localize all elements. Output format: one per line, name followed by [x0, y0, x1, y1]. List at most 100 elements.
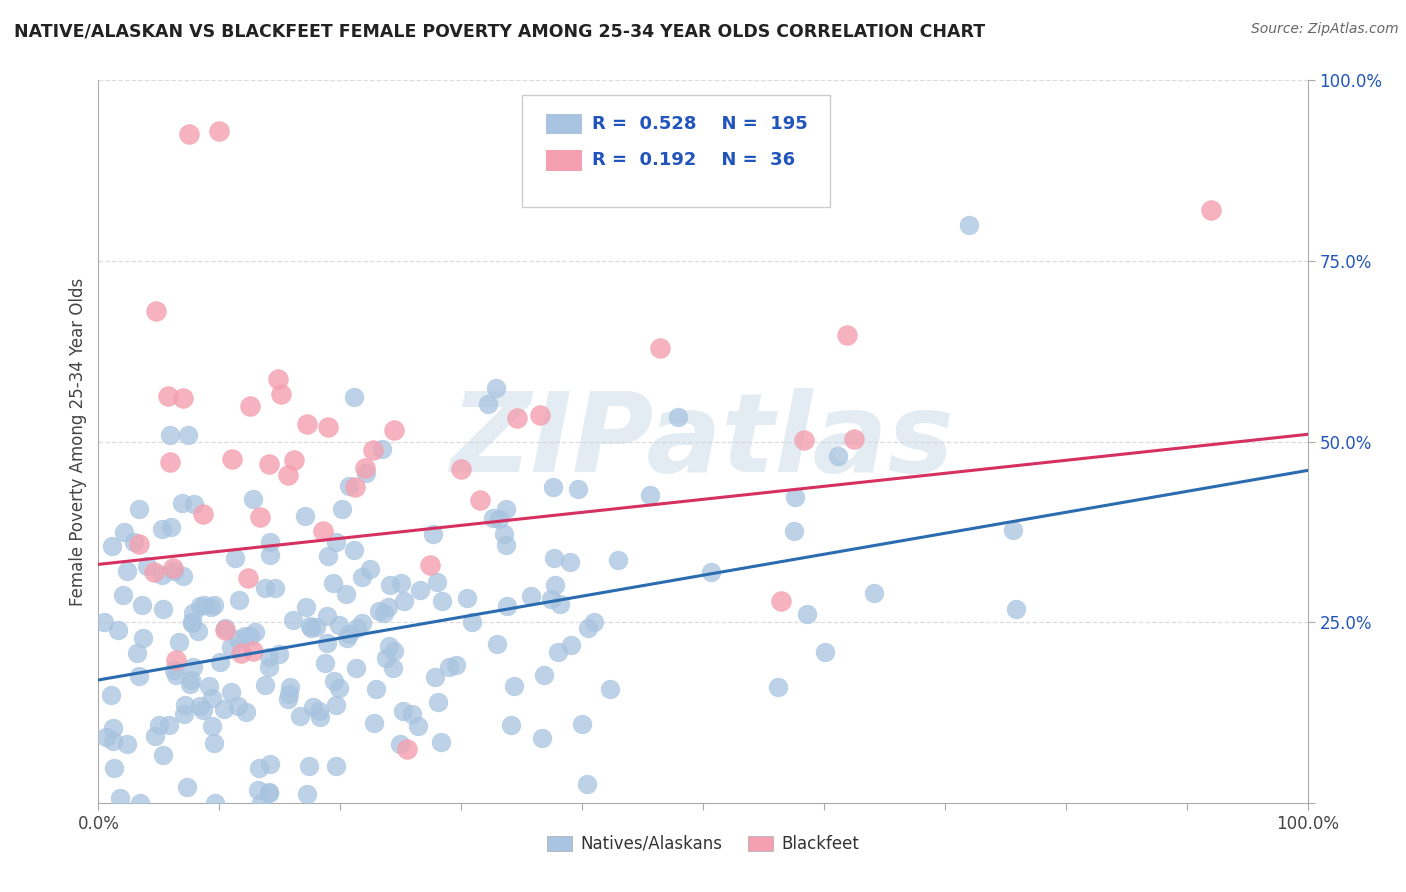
Point: [208, 656, 231, 670]
Point: [582, 615, 605, 630]
Point: [112, 525, 135, 540]
Point: [159, 428, 181, 442]
Point: [108, 791, 131, 805]
Point: [576, 621, 599, 635]
Point: [700, 565, 723, 579]
Point: [450, 462, 472, 476]
Point: [607, 553, 630, 567]
Point: [177, 428, 200, 442]
Point: [299, 619, 322, 633]
Point: [281, 614, 304, 628]
Point: [132, 631, 155, 645]
Point: [180, 673, 202, 687]
Point: [796, 607, 818, 621]
Point: [392, 704, 415, 718]
Point: [344, 480, 367, 494]
Point: [193, 703, 215, 717]
Point: [267, 647, 290, 661]
Point: [179, 676, 201, 690]
Point: [560, 555, 582, 569]
Point: [395, 741, 418, 756]
Point: [253, 581, 276, 595]
Point: [190, 599, 212, 614]
Point: [378, 640, 401, 654]
Point: [316, 549, 339, 564]
Point: [842, 433, 865, 447]
Point: [228, 593, 250, 607]
Point: [202, 736, 225, 750]
Point: [766, 681, 789, 695]
Point: [827, 450, 849, 464]
Point: [461, 615, 484, 629]
Point: [93, 615, 115, 629]
Point: [200, 599, 222, 614]
Point: [100, 688, 122, 702]
Point: [214, 621, 236, 635]
Point: [172, 569, 194, 583]
Point: [325, 759, 347, 773]
Point: [373, 606, 395, 620]
Point: [115, 737, 138, 751]
Point: [198, 679, 221, 693]
Point: [308, 710, 330, 724]
Text: R =  0.528    N =  195: R = 0.528 N = 195: [592, 115, 807, 133]
Point: [267, 372, 290, 386]
Point: [152, 747, 174, 762]
Point: [1199, 203, 1222, 218]
FancyBboxPatch shape: [546, 114, 582, 135]
Point: [277, 692, 299, 706]
Point: [506, 411, 529, 425]
Text: Source: ZipAtlas.com: Source: ZipAtlas.com: [1251, 22, 1399, 37]
Point: [243, 624, 266, 639]
Point: [152, 602, 174, 616]
FancyBboxPatch shape: [546, 151, 582, 170]
Point: [325, 535, 347, 549]
Point: [482, 511, 505, 525]
Point: [419, 558, 441, 573]
Point: [315, 608, 337, 623]
Point: [529, 408, 551, 422]
Point: [499, 717, 522, 731]
Point: [277, 468, 299, 483]
Point: [485, 381, 508, 395]
Point: [278, 687, 301, 701]
Point: [135, 559, 157, 574]
Point: [377, 599, 399, 614]
FancyBboxPatch shape: [522, 95, 830, 207]
Point: [299, 621, 322, 635]
Point: [485, 637, 508, 651]
Point: [257, 457, 280, 471]
Point: [547, 645, 569, 659]
Point: [122, 535, 145, 549]
Point: [112, 588, 135, 602]
Point: [259, 756, 281, 771]
Point: [250, 796, 273, 810]
Point: [531, 731, 554, 745]
Point: [228, 698, 250, 713]
Point: [288, 708, 311, 723]
Point: [364, 681, 387, 696]
Point: [312, 524, 335, 538]
Point: [544, 578, 567, 592]
Point: [145, 304, 167, 318]
Point: [495, 502, 517, 516]
Point: [783, 491, 806, 505]
Point: [409, 582, 432, 597]
Point: [353, 461, 375, 475]
Point: [495, 538, 517, 552]
Text: ZIPatlas: ZIPatlas: [451, 388, 955, 495]
Text: NATIVE/ALASKAN VS BLACKFEET FEMALE POVERTY AMONG 25-34 YEAR OLDS CORRELATION CHA: NATIVE/ALASKAN VS BLACKFEET FEMALE POVER…: [14, 22, 986, 40]
Point: [406, 719, 429, 733]
Point: [162, 561, 184, 575]
Point: [533, 668, 555, 682]
Point: [128, 669, 150, 683]
Point: [575, 777, 598, 791]
Point: [382, 423, 405, 437]
Point: [297, 417, 319, 432]
Point: [257, 784, 280, 798]
Point: [337, 478, 360, 492]
Point: [335, 587, 357, 601]
Point: [429, 735, 451, 749]
Point: [283, 453, 305, 467]
Point: [176, 780, 198, 795]
